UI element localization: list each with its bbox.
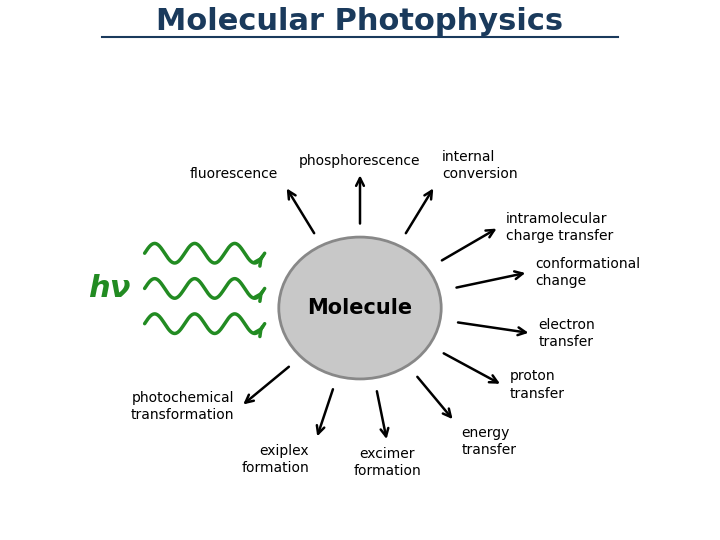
Text: Molecule: Molecule bbox=[307, 298, 413, 318]
Text: fluorescence: fluorescence bbox=[190, 167, 278, 181]
Ellipse shape bbox=[279, 237, 441, 379]
Text: energy
transfer: energy transfer bbox=[462, 426, 516, 457]
Text: intramolecular
charge transfer: intramolecular charge transfer bbox=[506, 212, 613, 243]
Text: photochemical
transformation: photochemical transformation bbox=[130, 390, 234, 422]
Text: excimer
formation: excimer formation bbox=[354, 447, 421, 478]
Text: hν: hν bbox=[88, 274, 130, 303]
Text: internal
conversion: internal conversion bbox=[442, 150, 518, 181]
Text: conformational
change: conformational change bbox=[535, 256, 640, 288]
Text: phosphorescence: phosphorescence bbox=[300, 153, 420, 167]
Text: electron
transfer: electron transfer bbox=[539, 318, 595, 349]
Text: proton
transfer: proton transfer bbox=[510, 369, 564, 401]
Text: exiplex
formation: exiplex formation bbox=[241, 444, 310, 475]
Title: Molecular Photophysics: Molecular Photophysics bbox=[156, 7, 564, 36]
